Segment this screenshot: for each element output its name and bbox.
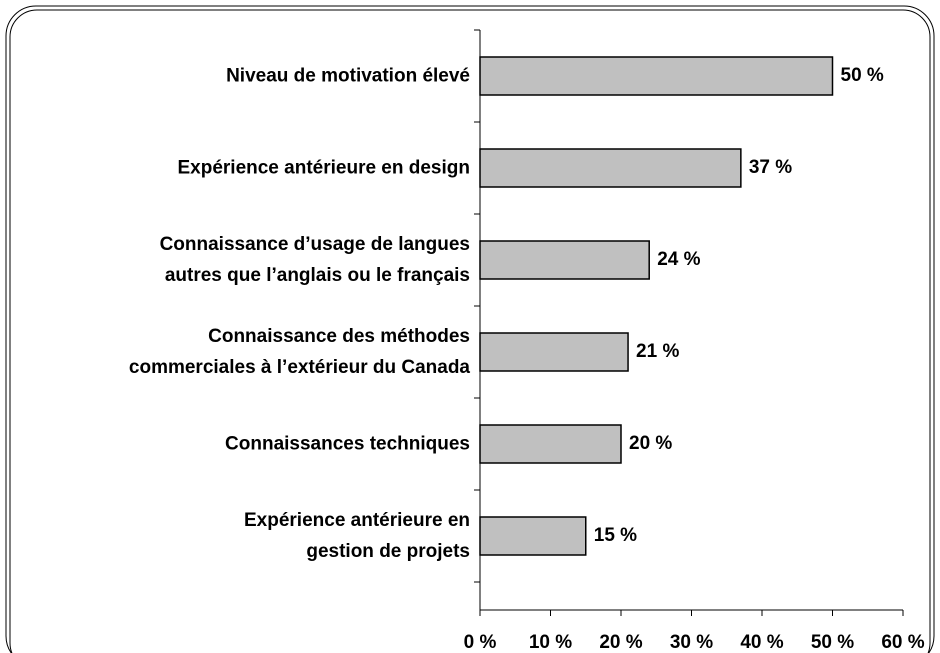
category-label: Connaissances techniques xyxy=(225,433,470,455)
value-label: 15 % xyxy=(594,525,637,546)
category-label: Expérience antérieure en gestion de proj… xyxy=(244,510,470,562)
x-tick-label: 0 % xyxy=(464,632,497,653)
x-tick-label: 20 % xyxy=(599,632,642,653)
value-label: 50 % xyxy=(841,65,884,86)
category-label: Expérience antérieure en design xyxy=(177,157,470,179)
value-label: 20 % xyxy=(629,433,672,454)
bar xyxy=(479,240,650,280)
x-tick-label: 60 % xyxy=(881,632,924,653)
value-label: 24 % xyxy=(657,249,700,270)
category-label: Connaissance des méthodes commerciales à… xyxy=(128,326,470,378)
frame-outer xyxy=(5,5,935,653)
x-tick-label: 10 % xyxy=(529,632,572,653)
frame-inner xyxy=(9,9,931,653)
value-label: 21 % xyxy=(636,341,679,362)
value-label: 37 % xyxy=(749,157,792,178)
bar xyxy=(479,148,742,188)
x-tick-label: 40 % xyxy=(740,632,783,653)
category-label: Niveau de motivation élevé xyxy=(226,65,470,87)
bar xyxy=(479,516,587,556)
bar xyxy=(479,424,622,464)
x-tick-label: 50 % xyxy=(811,632,854,653)
category-label: Connaissance d’usage de langues autres q… xyxy=(159,234,470,286)
bar xyxy=(479,332,629,372)
x-tick-label: 30 % xyxy=(670,632,713,653)
bar xyxy=(479,56,834,96)
